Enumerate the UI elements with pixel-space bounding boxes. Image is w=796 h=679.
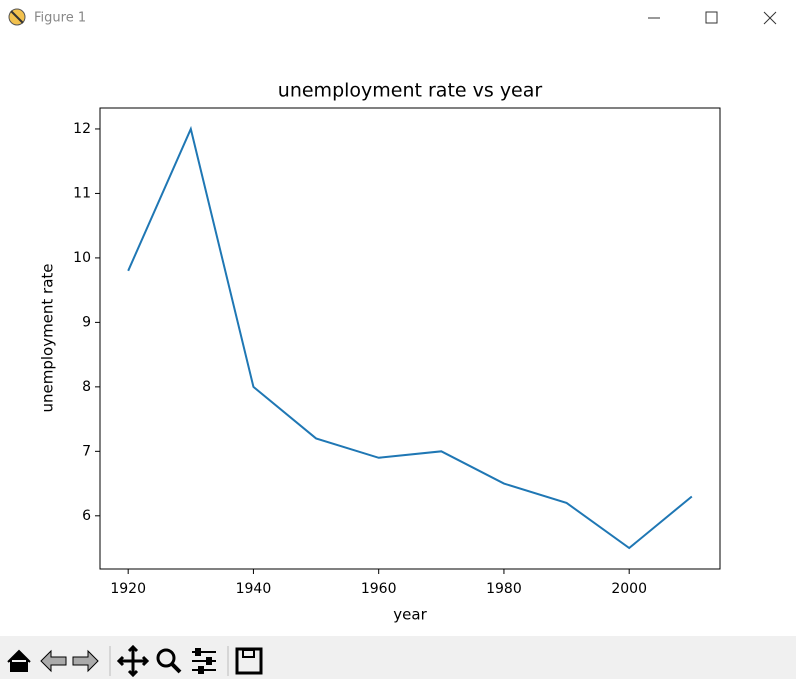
y-tick-label: 10 xyxy=(73,250,91,266)
back-button[interactable] xyxy=(40,649,67,673)
title-bar xyxy=(0,0,796,36)
app-icon xyxy=(8,8,26,26)
y-tick-label: 12 xyxy=(73,121,91,137)
chart-title: unemployment rate vs year xyxy=(278,80,543,102)
data-line xyxy=(127,125,693,550)
x-tick-label: 2000 xyxy=(611,581,647,597)
configure-button[interactable] xyxy=(192,648,216,674)
home-button[interactable] xyxy=(7,649,31,672)
pan-button[interactable] xyxy=(116,644,150,678)
x-tick-label: 1940 xyxy=(236,581,272,597)
x-axis-label: year xyxy=(393,606,427,624)
close-button[interactable] xyxy=(763,11,777,25)
window-title: Figure 1 xyxy=(34,11,86,26)
y-tick-label: 8 xyxy=(82,379,91,395)
y-tick-label: 11 xyxy=(73,185,91,201)
y-tick-label: 6 xyxy=(82,508,91,524)
save-button[interactable] xyxy=(235,647,263,675)
y-tick-label: 9 xyxy=(82,314,91,330)
x-tick-label: 1980 xyxy=(486,581,522,597)
x-tick-label: 1960 xyxy=(361,581,397,597)
zoom-button[interactable] xyxy=(156,648,182,674)
y-tick-label: 7 xyxy=(82,443,91,459)
x-tick-label: 1920 xyxy=(110,581,146,597)
y-axis-label: unemployment rate xyxy=(39,263,57,412)
plot-frame xyxy=(99,107,721,570)
forward-button[interactable] xyxy=(72,649,99,673)
toolbar xyxy=(0,636,796,679)
maximize-button[interactable] xyxy=(705,11,718,24)
chart: unemployment rate vs year year unemploym… xyxy=(39,80,721,624)
